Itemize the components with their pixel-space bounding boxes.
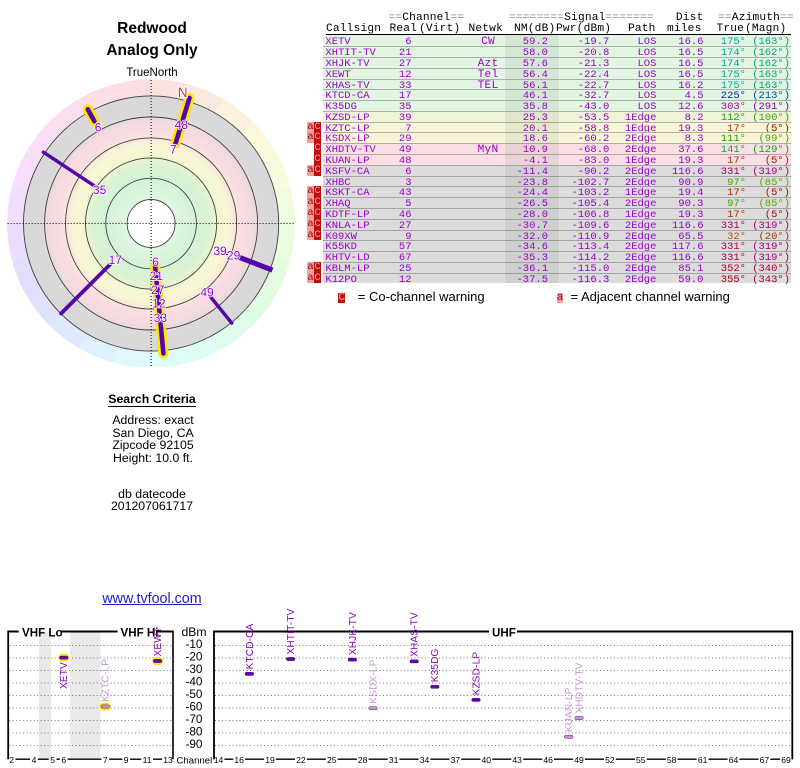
svg-text:6: 6 <box>95 121 102 135</box>
svg-text:XHTIT-TV: XHTIT-TV <box>286 608 297 654</box>
svg-text:-10: -10 <box>185 637 202 651</box>
svg-text:22: 22 <box>296 755 306 765</box>
svg-text:40: 40 <box>482 755 492 765</box>
svg-text:-80: -80 <box>185 724 202 738</box>
svg-text:61: 61 <box>698 755 708 765</box>
svg-text:5: 5 <box>50 755 55 765</box>
svg-text:21: 21 <box>150 269 164 283</box>
svg-text:Channel: Channel <box>177 756 213 767</box>
svg-text:31: 31 <box>389 755 399 765</box>
svg-text:6: 6 <box>152 255 159 269</box>
svg-text:37: 37 <box>451 755 461 765</box>
svg-text:55: 55 <box>636 755 646 765</box>
svg-text:N: N <box>178 85 188 100</box>
svg-text:19: 19 <box>265 755 275 765</box>
svg-text:33: 33 <box>154 311 168 325</box>
svg-text:67: 67 <box>760 755 770 765</box>
svg-text:-20: -20 <box>185 649 202 663</box>
svg-text:34: 34 <box>420 755 430 765</box>
svg-text:-40: -40 <box>185 674 202 688</box>
svg-text:-30: -30 <box>185 662 202 676</box>
svg-text:XETV: XETV <box>59 662 70 689</box>
svg-text:13: 13 <box>163 755 173 765</box>
svg-text:39: 39 <box>213 244 227 258</box>
svg-text:14: 14 <box>214 755 224 765</box>
svg-text:2: 2 <box>9 755 14 765</box>
svg-text:7: 7 <box>103 755 108 765</box>
svg-text:17: 17 <box>109 253 123 267</box>
svg-text:UHF: UHF <box>492 627 516 640</box>
svg-text:XHAS-TV: XHAS-TV <box>410 612 421 657</box>
svg-text:49: 49 <box>200 286 214 300</box>
svg-text:KZSD-LP: KZSD-LP <box>471 652 482 696</box>
svg-text:16: 16 <box>234 755 244 765</box>
svg-text:29: 29 <box>227 249 241 263</box>
svg-text:11: 11 <box>143 755 152 765</box>
svg-text:-70: -70 <box>185 712 202 726</box>
svg-text:-60: -60 <box>185 699 202 713</box>
svg-text:6: 6 <box>61 755 66 765</box>
svg-text:7: 7 <box>170 142 177 156</box>
svg-text:28: 28 <box>358 755 368 765</box>
svg-text:48: 48 <box>175 118 189 132</box>
svg-text:9: 9 <box>124 755 129 765</box>
svg-text:35: 35 <box>93 183 107 197</box>
svg-text:58: 58 <box>667 755 677 765</box>
svg-text:46: 46 <box>543 755 553 765</box>
svg-text:12: 12 <box>152 297 166 311</box>
svg-text:dBm: dBm <box>182 625 207 639</box>
svg-text:KUAN-LP: KUAN-LP <box>564 687 575 732</box>
svg-text:XHJK-TV: XHJK-TV <box>348 612 359 655</box>
svg-text:KTCD-CA: KTCD-CA <box>245 623 256 669</box>
svg-text:69: 69 <box>781 755 791 765</box>
svg-text:KZTC-LP: KZTC-LP <box>101 659 112 702</box>
svg-text:VHF Lo: VHF Lo <box>22 627 63 640</box>
svg-text:52: 52 <box>605 755 615 765</box>
svg-text:XHDTV-TV: XHDTV-TV <box>574 662 585 713</box>
svg-text:27: 27 <box>151 283 165 297</box>
svg-text:43: 43 <box>512 755 522 765</box>
svg-text:64: 64 <box>729 755 739 765</box>
svg-text:KSDX-LP: KSDX-LP <box>368 659 379 703</box>
svg-text:49: 49 <box>574 755 584 765</box>
svg-text:25: 25 <box>327 755 337 765</box>
svg-text:4: 4 <box>32 755 37 765</box>
svg-text:XEWT: XEWT <box>153 627 164 657</box>
svg-text:K35DG: K35DG <box>430 648 441 682</box>
svg-text:-90: -90 <box>185 737 202 751</box>
svg-text:VHF Hi: VHF Hi <box>121 627 159 640</box>
svg-text:-50: -50 <box>185 687 202 701</box>
